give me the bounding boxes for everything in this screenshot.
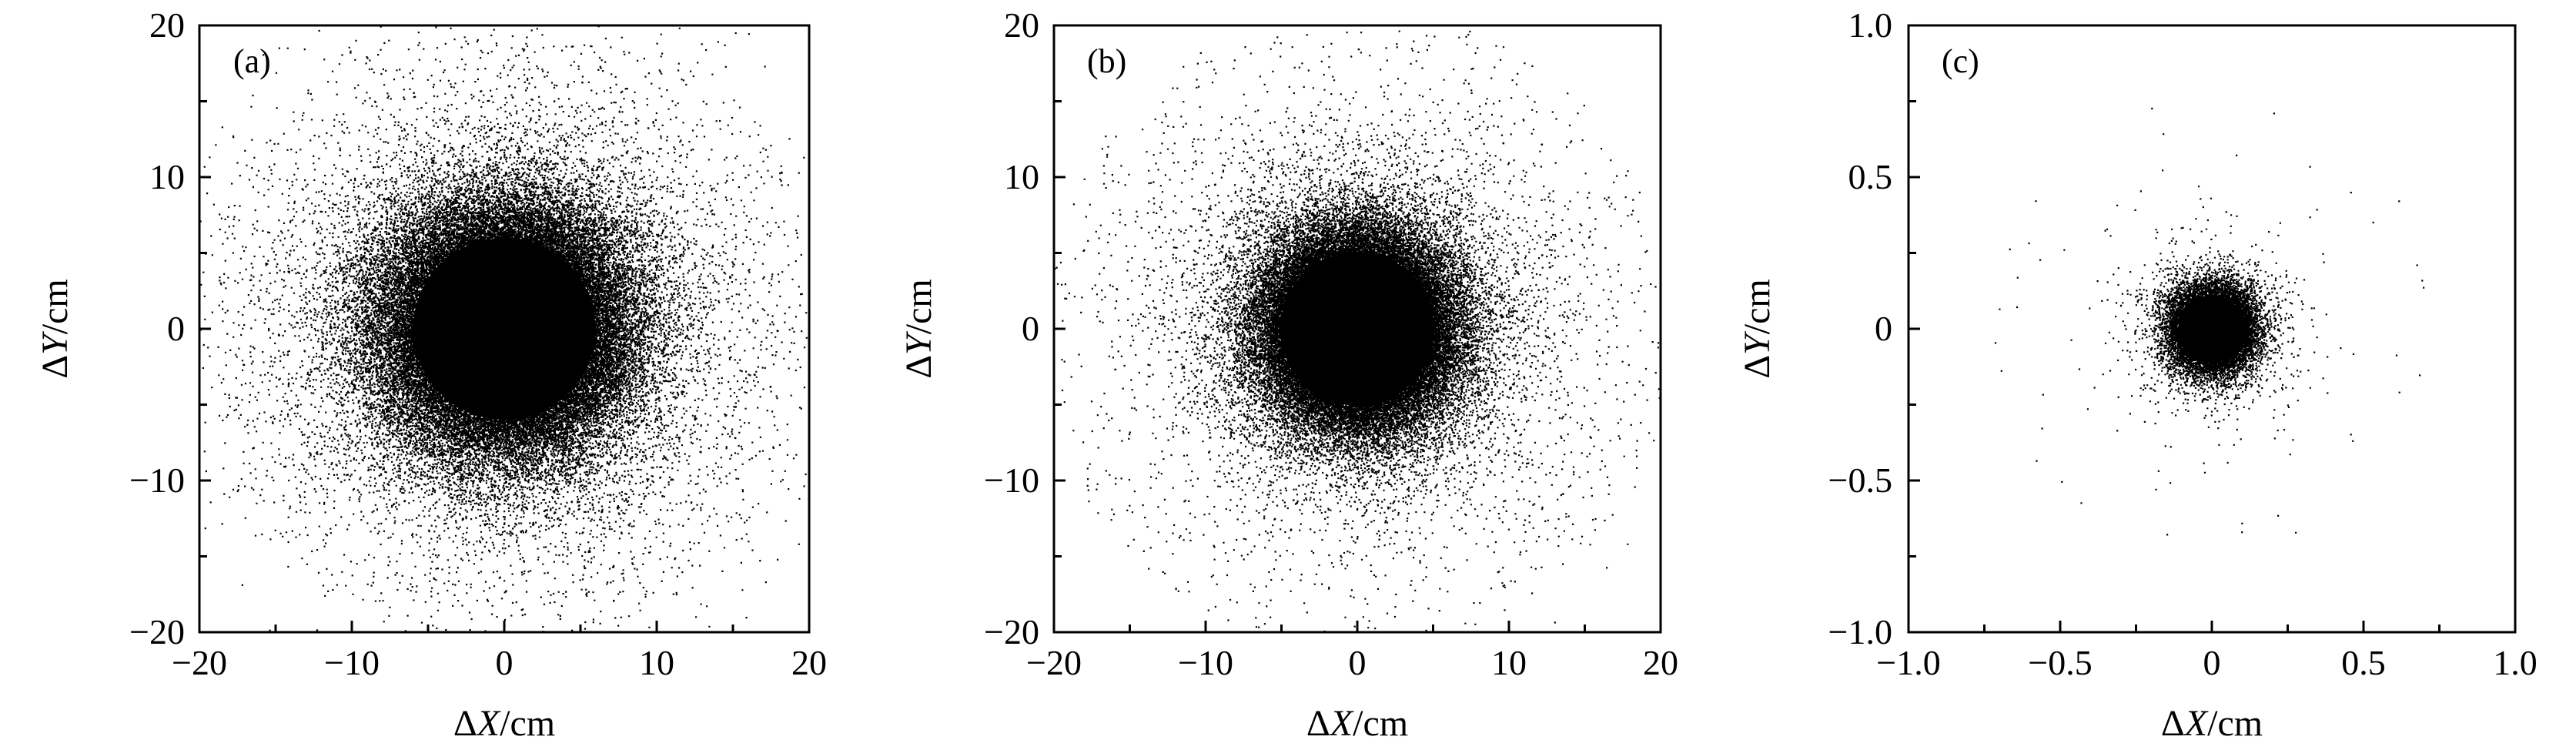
- x-tick-label: −10: [1178, 643, 1233, 682]
- axis-ticks: [198, 24, 811, 634]
- x-tick-label: −10: [324, 643, 380, 682]
- scatter-points: [1994, 107, 2425, 536]
- y-axis-title-unit: /cm: [898, 279, 939, 335]
- axis-ticks: [1052, 24, 1662, 634]
- x-axis-title-unit: /cm: [2207, 703, 2263, 744]
- x-tick-label: 0: [1348, 643, 1367, 682]
- x-axis-title-var: ΔX: [1306, 703, 1353, 744]
- panel-a: (a) 20 10 0 −10 −20 −20 −10 0 10 20 ΔX/c…: [0, 0, 1733, 750]
- x-tick-label: 10: [1491, 643, 1527, 682]
- y-axis-title: ΔY/cm: [1737, 229, 1778, 429]
- y-tick-label: −10: [129, 460, 185, 500]
- y-tick-label: 1.0: [1848, 5, 1893, 45]
- y-axis-title: ΔY/cm: [898, 229, 939, 429]
- y-tick-label: −0.5: [1828, 460, 1892, 500]
- y-axis-title-unit: /cm: [35, 279, 75, 335]
- x-tick-label: −0.5: [2028, 643, 2093, 682]
- scatter-plot-c: [1709, 0, 2576, 750]
- x-tick-label: −1.0: [1876, 643, 1941, 682]
- y-axis-title-unit: /cm: [1737, 279, 1778, 335]
- x-axis-title-var: ΔX: [2160, 703, 2208, 744]
- y-tick-label: 0.5: [1848, 157, 1893, 196]
- x-tick-label: 0: [2203, 643, 2221, 682]
- scatter-points: [199, 25, 811, 634]
- x-axis-title-var: ΔX: [453, 703, 500, 744]
- scatter-points: [1054, 30, 1662, 633]
- x-axis-title-unit: /cm: [1353, 703, 1409, 744]
- y-tick-label: 20: [149, 5, 185, 45]
- x-tick-label: 20: [791, 643, 827, 682]
- y-tick-label: −10: [984, 460, 1039, 500]
- y-tick-label: −1.0: [1828, 612, 1892, 651]
- axis-ticks: [1907, 24, 2517, 634]
- panel-c: (c) 1.0 0.5 0 −0.5 −1.0 −1.0 −0.5 0 0.5 …: [1709, 0, 2576, 750]
- panel-b: (b) 20 10 0 −10 −20 −20 −10 0 10 20 ΔX/c…: [855, 0, 2576, 750]
- y-tick-label: 20: [1004, 5, 1039, 45]
- x-axis-title-unit: /cm: [500, 703, 556, 744]
- y-tick-label: −20: [129, 612, 185, 651]
- y-tick-label: 0: [1875, 309, 1892, 348]
- x-axis-title: ΔX/cm: [2096, 705, 2327, 742]
- x-axis-title: ΔX/cm: [1242, 705, 1473, 742]
- x-tick-label: 1.0: [2493, 643, 2538, 682]
- y-tick-label: 10: [1004, 157, 1039, 196]
- x-tick-label: 20: [1643, 643, 1678, 682]
- x-axis-title: ΔX/cm: [389, 705, 620, 742]
- y-tick-label: 10: [149, 157, 185, 196]
- panel-label: (c): [1942, 42, 1979, 80]
- x-tick-label: 0.5: [2341, 643, 2386, 682]
- y-axis-title-var: ΔY: [1737, 334, 1778, 379]
- y-tick-label: 0: [167, 309, 185, 348]
- panel-label: (b): [1087, 42, 1127, 80]
- x-tick-label: −20: [1026, 643, 1082, 682]
- x-tick-label: 10: [639, 643, 674, 682]
- x-tick-label: 0: [495, 643, 514, 682]
- y-tick-label: 0: [1022, 309, 1039, 348]
- x-tick-label: −20: [172, 643, 227, 682]
- y-axis-title-var: ΔY: [35, 334, 75, 379]
- y-axis-title-var: ΔY: [898, 334, 939, 379]
- panel-label: (a): [233, 42, 271, 80]
- y-axis-title: ΔY/cm: [35, 229, 75, 429]
- y-tick-label: −20: [984, 612, 1039, 651]
